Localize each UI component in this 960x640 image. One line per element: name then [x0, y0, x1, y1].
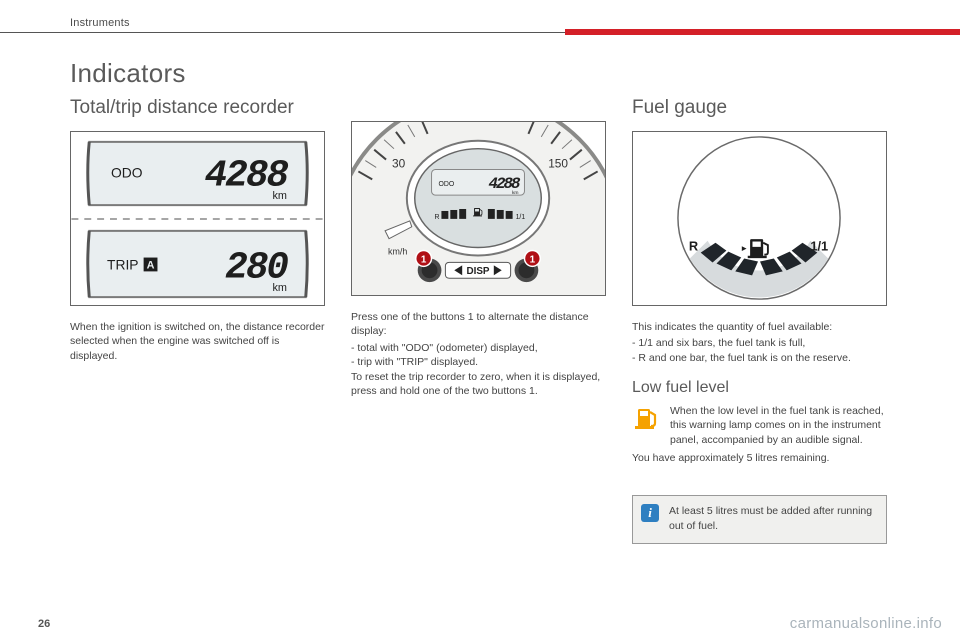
heading-fuel-gauge: Fuel gauge	[632, 97, 887, 119]
col3-bullet2: R and one bar, the fuel tank is on the r…	[644, 351, 887, 365]
cluster-odo-label: ODO	[438, 181, 454, 188]
low-fuel-lamp-icon	[632, 404, 660, 432]
header-rule	[0, 32, 565, 33]
section-tab	[565, 29, 960, 35]
column-fuel-gauge: Fuel gauge R	[632, 97, 887, 544]
section-label: Instruments	[70, 17, 130, 29]
figure-fuel-gauge-svg: R	[633, 132, 886, 305]
figure-cluster-svg: 30 150 ODO 4288 km R	[352, 122, 605, 295]
odo-unit: km	[272, 190, 286, 202]
tick-30: 30	[392, 156, 406, 170]
watermark: carmanualsonline.info	[790, 615, 942, 632]
page-number: 26	[38, 618, 50, 630]
cluster-fuel-R: R	[435, 214, 440, 221]
cluster-kmh: km/h	[388, 246, 407, 256]
figure-cluster: 30 150 ODO 4288 km R	[351, 121, 606, 296]
col3-para1: This indicates the quantity of fuel avai…	[632, 320, 887, 334]
info-text: At least 5 litres must be added after ru…	[669, 504, 876, 533]
text-col3: This indicates the quantity of fuel avai…	[632, 320, 887, 465]
odo-label: ODO	[111, 164, 143, 180]
col3-bullet1: 1/1 and six bars, the fuel tank is full,	[644, 336, 887, 350]
col1-para1: When the ignition is switched on, the di…	[70, 320, 325, 363]
info-icon: i	[641, 504, 659, 522]
col2-para2: To reset the trip recorder to zero, when…	[351, 370, 606, 399]
disp-label: DISP	[466, 266, 489, 277]
lowfuel-para1: When the low level in the fuel tank is r…	[670, 404, 887, 447]
button-1-label-left: 1	[421, 254, 427, 265]
column-cluster: 30 150 ODO 4288 km R	[351, 97, 606, 544]
tick-150: 150	[548, 156, 568, 170]
figure-odo-trip-svg: ODO 4288 km TRIP A 280	[71, 132, 324, 305]
text-col2: Press one of the buttons 1 to alternate …	[351, 310, 606, 399]
button-1-label-right: 1	[530, 254, 536, 265]
heading-trip-recorder: Total/trip distance recorder	[70, 97, 325, 119]
trip-unit: km	[272, 282, 286, 294]
cluster-km: km	[512, 190, 519, 196]
lowfuel-para2: You have approximately 5 litres remainin…	[632, 451, 887, 465]
fuel-R-label: R	[689, 239, 699, 254]
text-col1: When the ignition is switched on, the di…	[70, 320, 325, 363]
cluster-fuel-full: 1/1	[516, 214, 526, 221]
figure-fuel-gauge: R	[632, 131, 887, 306]
column-trip-recorder: Total/trip distance recorder ODO 4288 km	[70, 97, 325, 544]
col2-bullet1: total with "ODO" (odometer) displayed,	[363, 341, 606, 355]
manual-page: Instruments Indicators Total/trip distan…	[0, 0, 960, 640]
three-column-layout: Total/trip distance recorder ODO 4288 km	[70, 97, 900, 544]
trip-mode: A	[147, 259, 155, 271]
col2-para1: Press one of the buttons 1 to alternate …	[351, 310, 606, 339]
page-title: Indicators	[70, 58, 900, 89]
heading-low-fuel: Low fuel level	[632, 377, 887, 399]
trip-label: TRIP	[107, 256, 139, 272]
col2-bullet2: trip with "TRIP" displayed.	[363, 355, 606, 369]
fuel-full-label: 1/1	[810, 239, 828, 254]
figure-odo-trip: ODO 4288 km TRIP A 280	[70, 131, 325, 306]
info-box: i At least 5 litres must be added after …	[632, 495, 887, 544]
